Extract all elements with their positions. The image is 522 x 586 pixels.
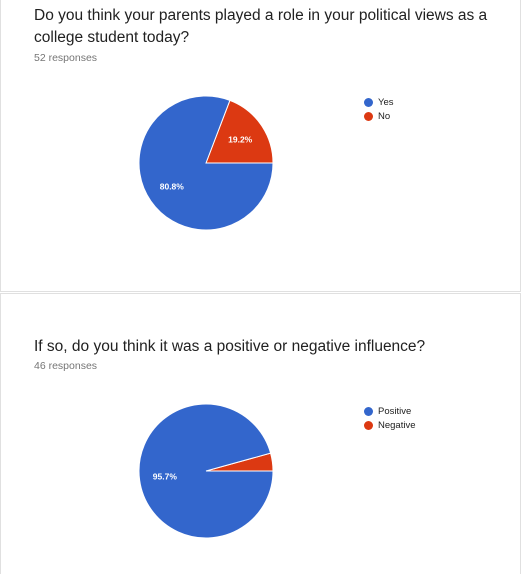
chart-legend: Positive Negative	[364, 404, 416, 432]
pie-slice-positive[interactable]	[138, 403, 274, 539]
legend-label: No	[378, 110, 391, 122]
legend-swatch	[364, 111, 373, 121]
pie-slice-no[interactable]	[205, 99, 274, 164]
legend-swatch	[364, 420, 373, 430]
legend-swatch	[364, 97, 373, 107]
legend-item-negative[interactable]: Negative	[364, 418, 416, 432]
question-card-2: If so, do you think it was a positive or…	[0, 293, 521, 574]
legend-item-positive[interactable]: Positive	[364, 404, 416, 418]
legend-item-yes[interactable]: Yes	[364, 95, 394, 109]
legend-label: Positive	[378, 405, 412, 417]
chart-legend: Yes No	[364, 95, 394, 123]
legend-swatch	[364, 406, 373, 416]
pie-chart: 95.7%	[138, 403, 274, 539]
pie-slice-yes[interactable]	[138, 95, 274, 231]
legend-item-no[interactable]: No	[364, 109, 394, 123]
legend-label: Negative	[378, 419, 416, 431]
question-title: If so, do you think it was a positive or…	[34, 338, 426, 355]
slice-value-label: 80.8%	[160, 182, 185, 192]
response-count: 52 responses	[34, 52, 98, 64]
slice-value-label: 19.2%	[228, 134, 253, 144]
question-card-1: Do you think your parents played a role …	[0, 0, 521, 292]
question-title: Do you think your parents played a role …	[34, 7, 488, 46]
pie-chart: 19.2% 80.8%	[138, 95, 274, 231]
slice-value-label: 95.7%	[153, 472, 178, 482]
legend-label: Yes	[378, 96, 394, 108]
response-count: 46 responses	[34, 360, 98, 372]
